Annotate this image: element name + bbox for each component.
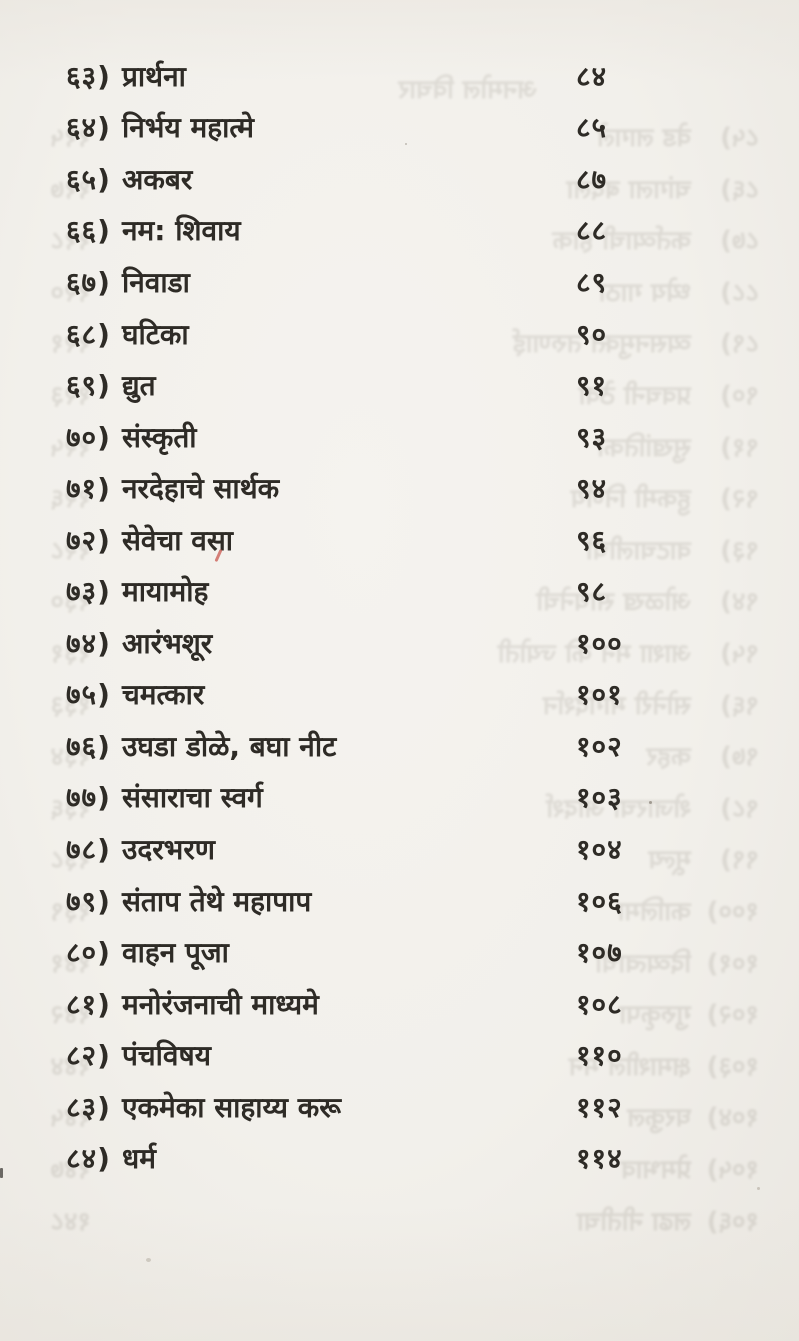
toc-entry-page: १०४ bbox=[576, 832, 623, 866]
toc-entry-number: ६६) bbox=[66, 214, 111, 248]
toc-entry-page: ८८ bbox=[576, 214, 608, 248]
toc-entry-page: १०७ bbox=[576, 936, 623, 970]
toc-entry-row: ७५) चमत्कार १०१ bbox=[0, 669, 799, 721]
toc-entry-number: ६३) bbox=[66, 59, 111, 93]
toc-entry-page: ९० bbox=[576, 317, 608, 351]
toc-entry-row: ६५) अकबर ८७ bbox=[0, 153, 799, 205]
toc-list: ६३) प्रार्थना ८४ ६४) निर्भय महात्मे ८५ ६… bbox=[0, 50, 799, 1184]
toc-entry-title: संताप तेथे महापाप bbox=[122, 884, 312, 918]
toc-entry-title: नम: शिवाय bbox=[122, 214, 241, 248]
toc-entry-title: निर्भय महात्मे bbox=[122, 111, 254, 145]
toc-entry-row: ८४) धर्म ११४ bbox=[0, 1132, 799, 1184]
toc-entry-title: मनोरंजनाची माध्यमे bbox=[122, 987, 319, 1021]
toc-entry-number: ८३) bbox=[66, 1090, 111, 1124]
toc-entry-title: निवाडा bbox=[122, 265, 190, 299]
toc-entry-row: ७६) उघडा डोळे, बघा नीट १०२ bbox=[0, 720, 799, 772]
toc-entry-row: ७९) संताप तेथे महापाप १०६ bbox=[0, 875, 799, 927]
toc-entry-number: ७५) bbox=[66, 678, 111, 712]
toc-entry-title: पंचविषय bbox=[122, 1039, 211, 1073]
toc-entry-number: ७६) bbox=[66, 729, 111, 763]
toc-entry-row: ७०) संस्कृती ९३ bbox=[0, 411, 799, 463]
toc-entry-page: ११२ bbox=[576, 1090, 623, 1124]
toc-entry-number: ७०) bbox=[66, 420, 111, 454]
toc-entry-title: वाहन पूजा bbox=[122, 936, 229, 970]
toc-entry-title: घटिका bbox=[122, 317, 189, 351]
toc-entry-row: ६६) नम: शिवाय ८८ bbox=[0, 205, 799, 257]
toc-entry-number: ६७) bbox=[66, 265, 111, 299]
toc-entry-page: १०८ bbox=[576, 987, 623, 1021]
toc-entry-page: ११४ bbox=[576, 1142, 623, 1176]
toc-entry-number: ७७) bbox=[66, 781, 111, 815]
toc-entry-row: ६४) निर्भय महात्मे ८५ bbox=[0, 102, 799, 154]
toc-entry-title: संस्कृती bbox=[122, 420, 197, 454]
toc-entry-title: मायामोह bbox=[122, 575, 209, 609]
toc-entry-title: संसाराचा स्वर्ग bbox=[122, 781, 263, 815]
toc-entry-number: ७३) bbox=[66, 575, 111, 609]
bleedthrough-title: लढा नीतीचा bbox=[576, 1206, 691, 1237]
bleedthrough-row: १०६) लढा नीतीचा १४८ bbox=[0, 1196, 759, 1244]
toc-entry-row: ८१) मनोरंजनाची माध्यमे १०८ bbox=[0, 978, 799, 1030]
toc-entry-title: उदरभरण bbox=[122, 832, 216, 866]
toc-entry-page: ८४ bbox=[576, 59, 608, 93]
toc-entry-page: ९६ bbox=[576, 523, 608, 557]
toc-entry-title: नरदेहाचे सार्थक bbox=[122, 472, 280, 506]
toc-entry-title: सेवेचा वसा bbox=[122, 523, 234, 557]
toc-entry-number: ६८) bbox=[66, 317, 111, 351]
toc-entry-row: ७३) मायामोह ९८ bbox=[0, 565, 799, 617]
toc-entry-page: १०० bbox=[576, 626, 623, 660]
toc-entry-row: ८२) पंचविषय ११० bbox=[0, 1029, 799, 1081]
paper-speck bbox=[757, 1187, 760, 1190]
toc-entry-row: ६९) द्युत ९१ bbox=[0, 359, 799, 411]
toc-entry-page: ८५ bbox=[576, 111, 608, 145]
bleedthrough-number: १०६) bbox=[706, 1206, 759, 1237]
toc-entry-number: ७४) bbox=[66, 626, 111, 660]
toc-entry-number: ७२) bbox=[66, 523, 111, 557]
toc-entry-row: ७१) नरदेहाचे सार्थक ९४ bbox=[0, 462, 799, 514]
toc-entry-row: ८३) एकमेका साहाय्य करू ११२ bbox=[0, 1081, 799, 1133]
toc-entry-row: ७२) सेवेचा वसा ९६ bbox=[0, 514, 799, 566]
toc-entry-number: ८२) bbox=[66, 1039, 111, 1073]
toc-entry-row: ७४) आरंभशूर १०० bbox=[0, 617, 799, 669]
toc-entry-page: ९१ bbox=[576, 369, 608, 403]
bleedthrough-page: १४८ bbox=[50, 1206, 91, 1237]
toc-entry-row: ७७) संसाराचा स्वर्ग १०३ bbox=[0, 772, 799, 824]
toc-entry-title: उघडा डोळे, बघा नीट bbox=[122, 729, 337, 763]
toc-entry-number: ६५) bbox=[66, 162, 111, 196]
toc-entry-number: ६९) bbox=[66, 369, 111, 403]
toc-entry-page: ८९ bbox=[576, 265, 608, 299]
toc-entry-row: ६३) प्रार्थना ८४ bbox=[0, 50, 799, 102]
toc-entry-number: ६४) bbox=[66, 111, 111, 145]
toc-entry-title: आरंभशूर bbox=[122, 626, 213, 660]
toc-entry-number: ७८) bbox=[66, 832, 111, 866]
toc-entry-title: अकबर bbox=[122, 162, 193, 196]
toc-entry-title: द्युत bbox=[122, 369, 156, 403]
toc-entry-page: ९३ bbox=[576, 420, 608, 454]
toc-entry-row: ६७) निवाडा ८९ bbox=[0, 256, 799, 308]
toc-entry-row: ७८) उदरभरण १०४ bbox=[0, 823, 799, 875]
toc-entry-page: ९८ bbox=[576, 575, 608, 609]
toc-entry-row: ६८) घटिका ९० bbox=[0, 308, 799, 360]
toc-entry-page: १०६ bbox=[576, 884, 623, 918]
toc-entry-page: ११० bbox=[576, 1039, 623, 1073]
toc-entry-row: ८०) वाहन पूजा १०७ bbox=[0, 926, 799, 978]
toc-entry-number: ७९) bbox=[66, 884, 111, 918]
toc-entry-page: १०१ bbox=[576, 678, 623, 712]
toc-entry-number: ७१) bbox=[66, 472, 111, 506]
toc-entry-page: १०३ bbox=[576, 781, 623, 815]
paper-speck bbox=[146, 1258, 151, 1262]
toc-entry-number: ८०) bbox=[66, 936, 111, 970]
toc-entry-title: एकमेका साहाय्य करू bbox=[122, 1090, 341, 1124]
toc-entry-title: धर्म bbox=[122, 1142, 156, 1176]
toc-entry-number: ८१) bbox=[66, 987, 111, 1021]
toc-entry-title: चमत्कार bbox=[122, 678, 205, 712]
toc-entry-page: ९४ bbox=[576, 472, 608, 506]
toc-entry-page: १०२ bbox=[576, 729, 623, 763]
toc-entry-page: ८७ bbox=[576, 162, 608, 196]
toc-entry-title: प्रार्थना bbox=[122, 59, 186, 93]
toc-entry-number: ८४) bbox=[66, 1142, 111, 1176]
